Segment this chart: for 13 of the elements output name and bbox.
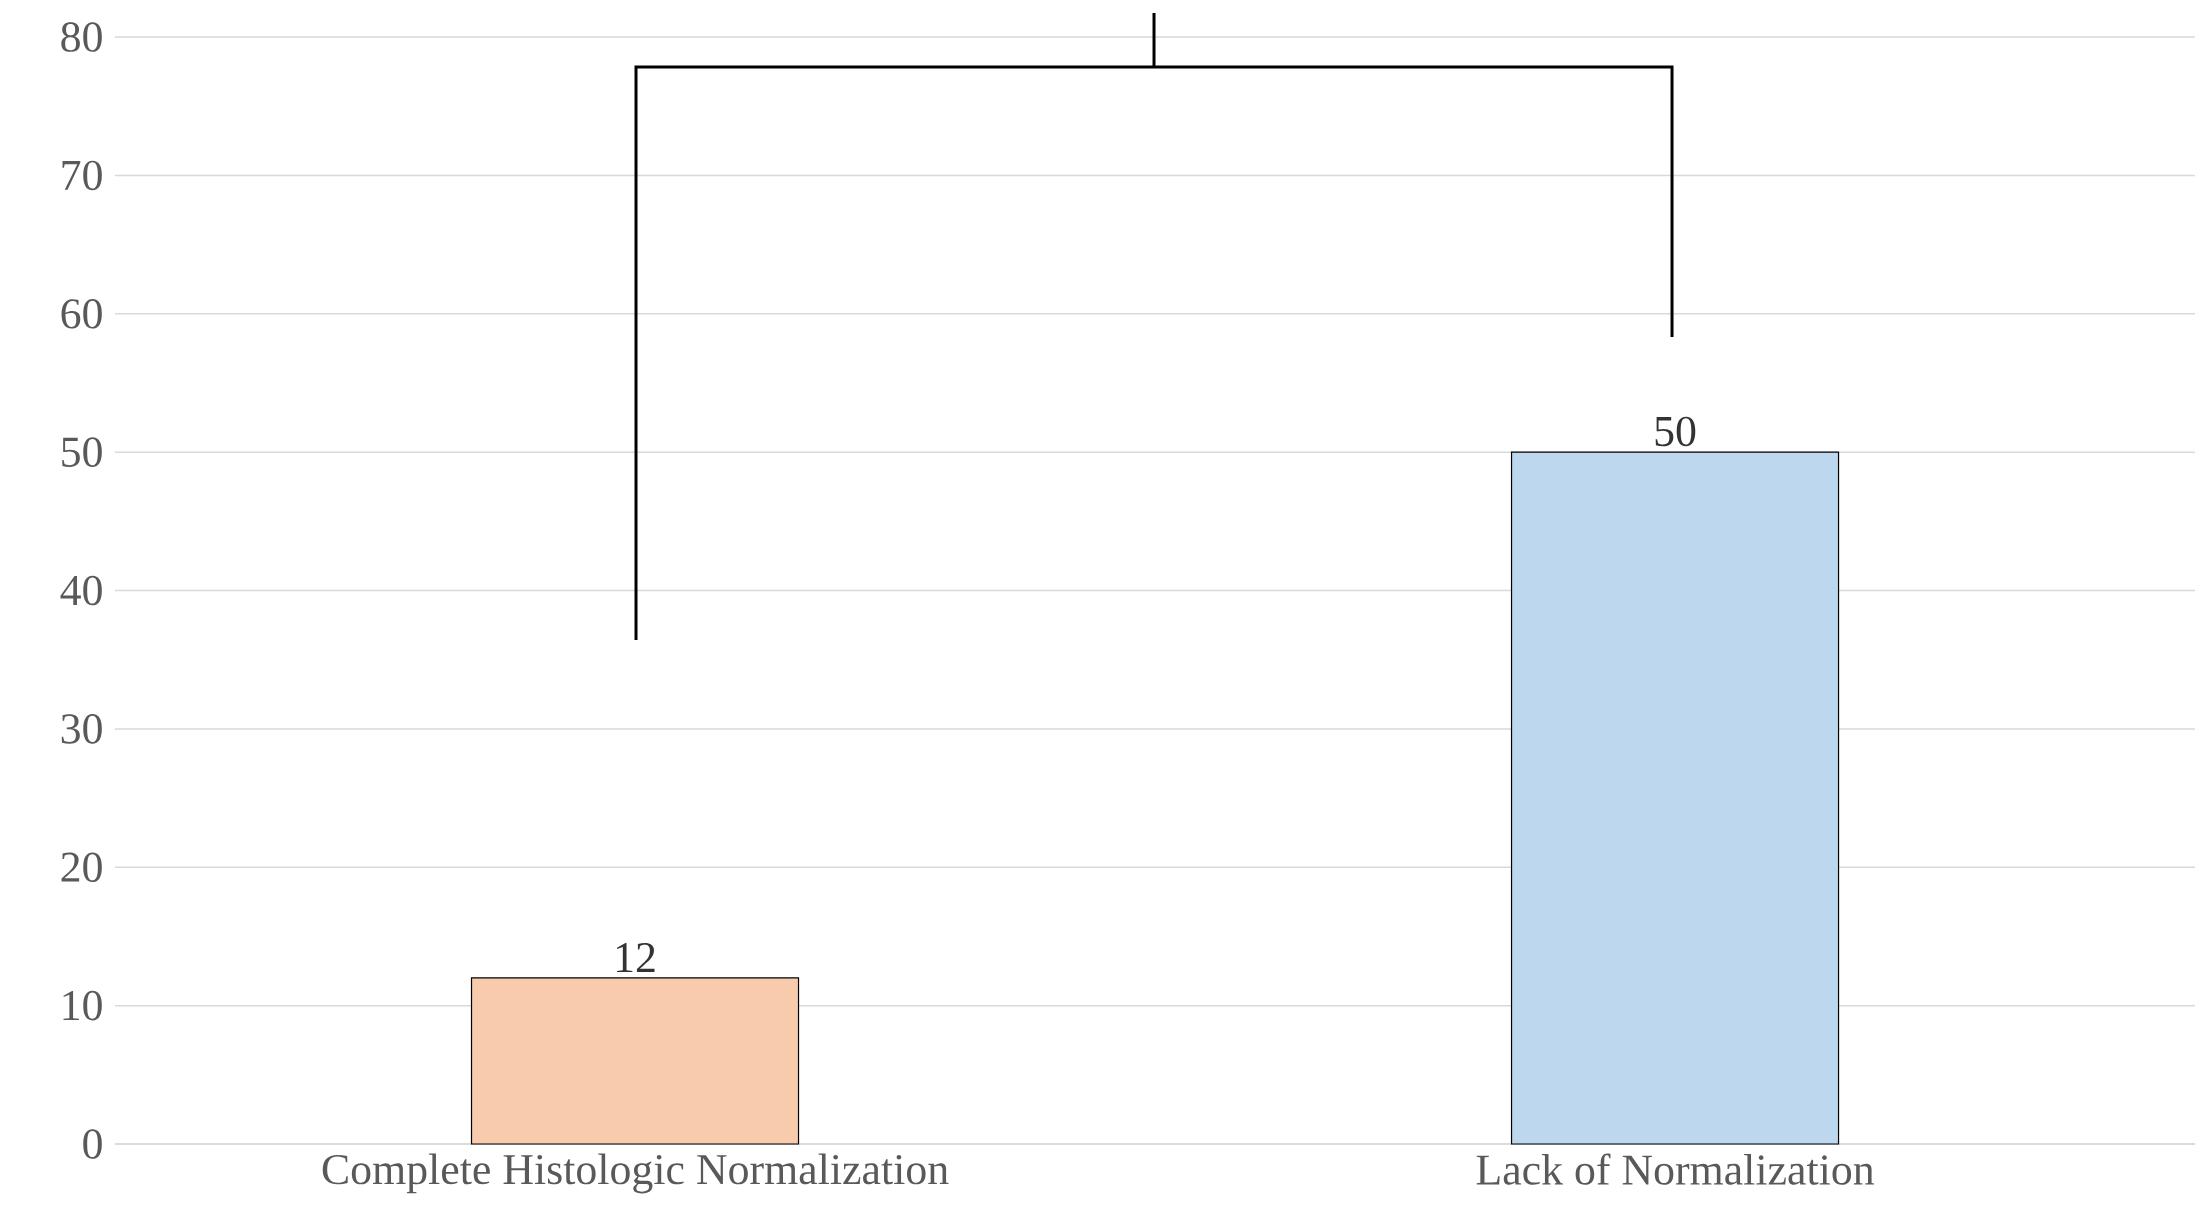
y-tick-label: 10 <box>63 990 102 1021</box>
y-tick-label: 60 <box>61 299 102 329</box>
y-tick-label: 30 <box>61 714 102 744</box>
y-tick-label: 20 <box>61 852 102 883</box>
y-tick-label: 80 <box>61 22 102 52</box>
x-tick-label: Complete Histologic Normalization <box>322 1153 949 1194</box>
data-label: 50 <box>1655 416 1696 447</box>
y-tick-label: 70 <box>62 160 102 191</box>
y-tick-label: 50 <box>62 437 102 467</box>
y-tick-label: 0 <box>83 1129 102 1159</box>
y-tick-label: 40 <box>60 575 102 606</box>
data-label: 12 <box>616 943 655 973</box>
x-tick-label: Lack of Normalization <box>1476 1153 1875 1185</box>
